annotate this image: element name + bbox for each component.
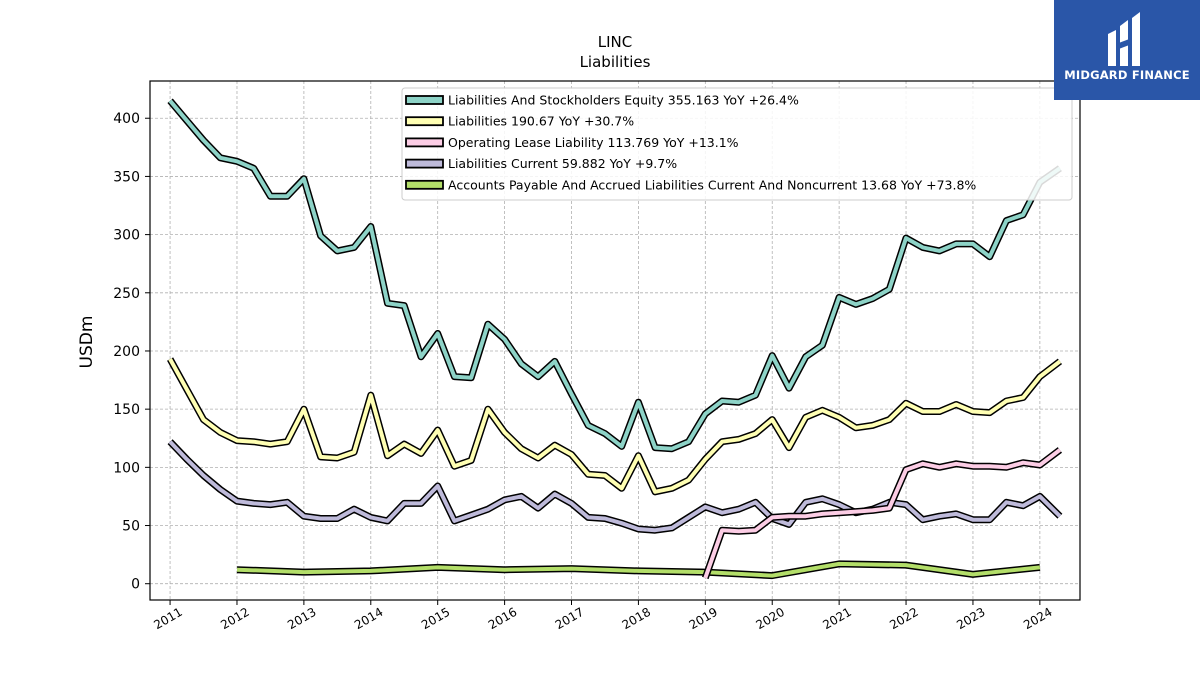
- x-tick-label: 2024: [1021, 605, 1054, 632]
- legend-swatch: [405, 95, 444, 105]
- chart-title: LINC: [598, 33, 632, 51]
- y-tick-label: 150: [113, 402, 140, 418]
- y-tick-label: 0: [131, 577, 140, 593]
- x-tick-label: 2011: [151, 605, 184, 632]
- logo-text: MIDGARD FINANCE: [1064, 68, 1190, 82]
- x-tick-label: 2016: [486, 605, 519, 632]
- legend-entry-label: Operating Lease Liability 113.769 YoY +1…: [448, 135, 739, 150]
- legend-entry-label: Liabilities 190.67 YoY +30.7%: [448, 114, 634, 129]
- series-line-operating-lease-liability: [703, 448, 1062, 579]
- series-line-liabilities-current: [168, 440, 1062, 533]
- legend-entry-label: Accounts Payable And Accrued Liabilities…: [448, 177, 976, 192]
- x-tick-label: 2023: [954, 605, 987, 632]
- series-layer: [167, 98, 1063, 580]
- legend-swatch: [405, 116, 444, 127]
- series-line-accounts-payable-and-accrued-liabilities-current-and-noncurrent: [236, 561, 1041, 578]
- y-axis-label: USDm: [77, 316, 97, 369]
- series-line-liabilities-and-stockholders-equity: [168, 99, 1062, 451]
- y-tick-label: 50: [122, 519, 140, 535]
- y-tick-label: 200: [113, 344, 140, 360]
- y-tick-label: 250: [113, 286, 140, 302]
- x-tick-label: 2014: [352, 605, 385, 632]
- x-tick-label: 2019: [687, 605, 720, 632]
- plot-frame: [149, 80, 1081, 601]
- x-tick-label: 2022: [887, 605, 920, 632]
- x-tick-label: 2012: [218, 605, 251, 632]
- legend-box: [401, 87, 1073, 201]
- x-tick-label: 2017: [553, 605, 586, 632]
- legend-swatch: [405, 137, 444, 148]
- y-tick-label: 100: [113, 460, 140, 476]
- x-tick-label: 2013: [285, 605, 318, 632]
- series-line-liabilities: [168, 358, 1062, 494]
- legend-swatch: [405, 158, 444, 169]
- x-tick-label: 2018: [620, 605, 653, 632]
- brand-logo: MIDGARD FINANCE: [1054, 0, 1200, 100]
- legend: Liabilities And Stockholders Equity 355.…: [401, 87, 1073, 201]
- y-tick-label: 300: [113, 228, 140, 244]
- x-tick-label: 2021: [820, 605, 853, 632]
- y-tick-label: 350: [113, 169, 140, 185]
- x-tick-label: 2015: [419, 605, 452, 632]
- y-tick-label: 400: [113, 111, 140, 127]
- legend-entry-label: Liabilities And Stockholders Equity 355.…: [448, 93, 799, 108]
- logo-mark-icon: [1108, 12, 1140, 66]
- chart-subtitle: Liabilities: [580, 53, 651, 71]
- x-tick-label: 2020: [754, 605, 787, 632]
- legend-swatch: [405, 179, 444, 190]
- legend-entry-label: Liabilities Current 59.882 YoY +9.7%: [448, 156, 677, 171]
